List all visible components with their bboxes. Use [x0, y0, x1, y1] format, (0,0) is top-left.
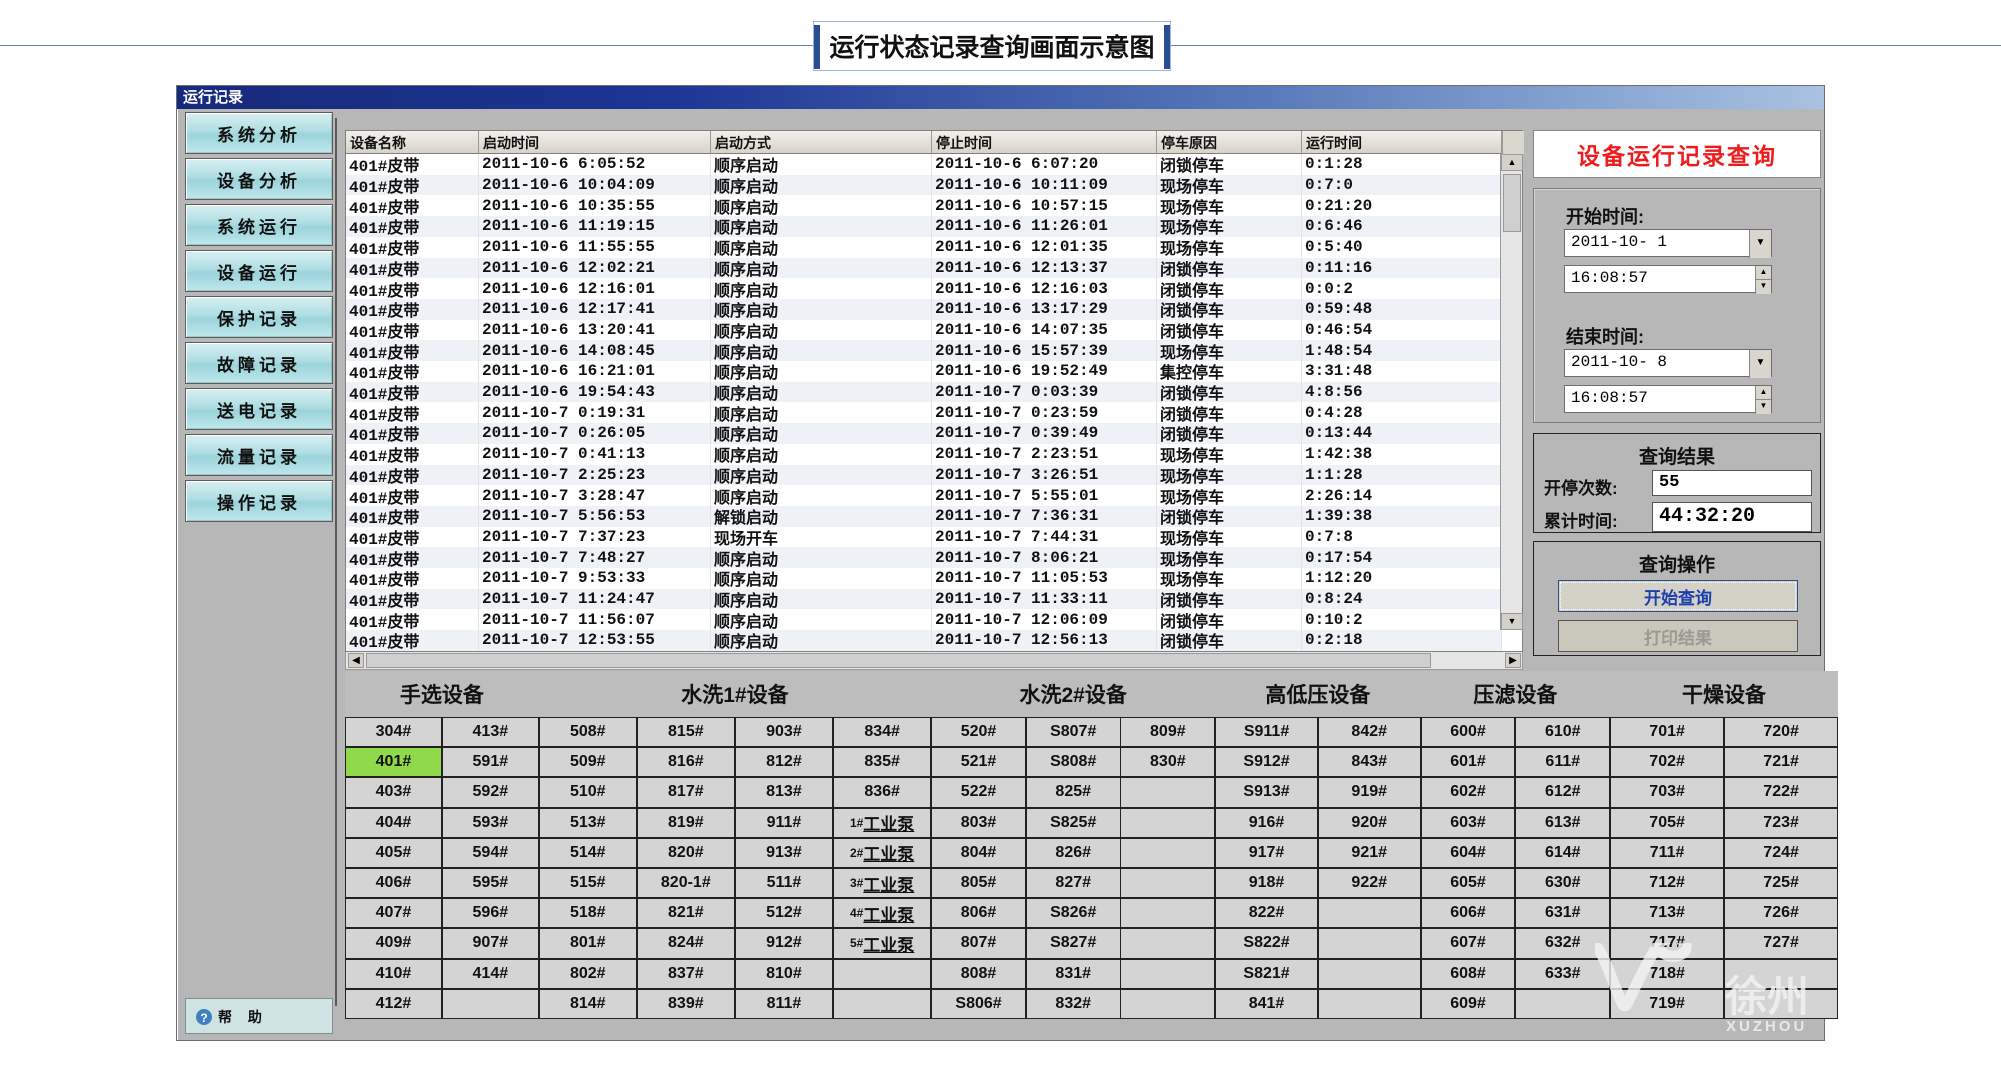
svg-text:XUZHOU: XUZHOU	[1726, 1018, 1807, 1035]
svg-text:?: ?	[200, 1011, 207, 1025]
